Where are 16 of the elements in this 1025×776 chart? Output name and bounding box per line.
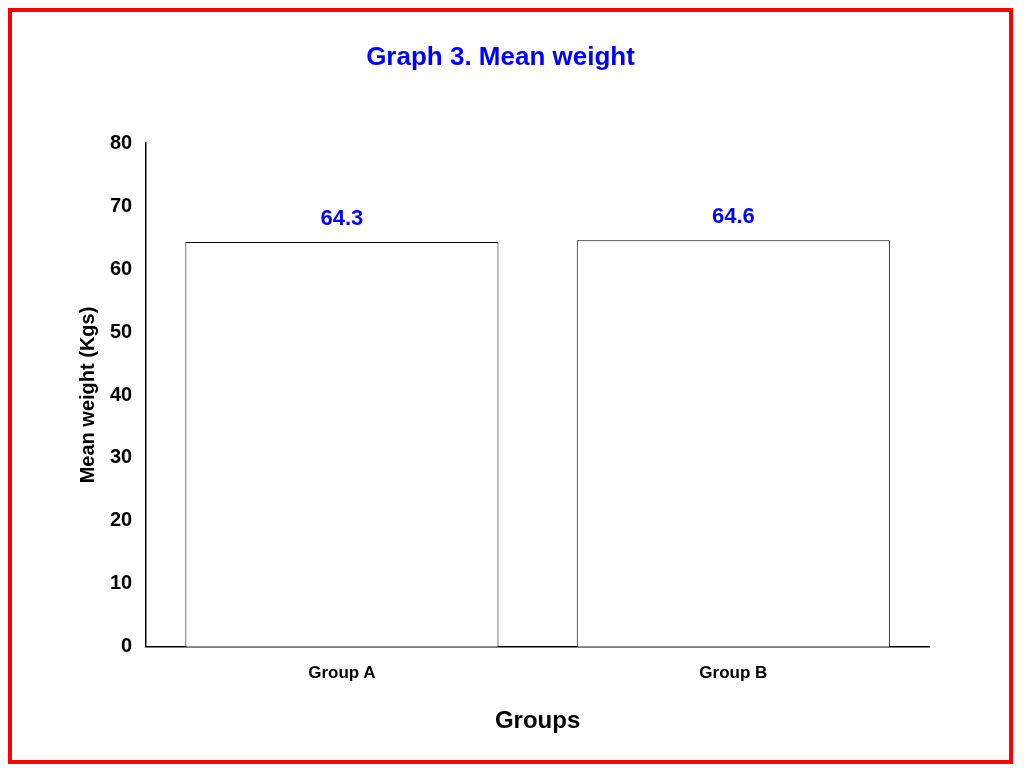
x-tick-label: Group A: [308, 662, 376, 682]
y-tick-label: 60: [110, 256, 133, 279]
y-tick-label: 10: [110, 571, 133, 594]
y-tick-label: 50: [110, 319, 133, 342]
data-label: 64.3: [320, 205, 364, 231]
y-tick-label: 70: [110, 193, 133, 216]
data-label: 64.6: [711, 203, 755, 229]
x-axis-title: Groups: [494, 706, 581, 734]
y-tick-label: 80: [110, 130, 133, 153]
y-axis-title: Mean weight (Kgs): [75, 306, 98, 484]
y-tick-label: 0: [121, 634, 133, 657]
x-tick-label: Group B: [699, 662, 768, 682]
y-tick-label: 30: [110, 445, 133, 468]
chart-title: Graph 3. Mean weight: [366, 40, 636, 71]
y-tick-label: 40: [110, 382, 133, 405]
y-tick-label: 20: [110, 508, 133, 531]
